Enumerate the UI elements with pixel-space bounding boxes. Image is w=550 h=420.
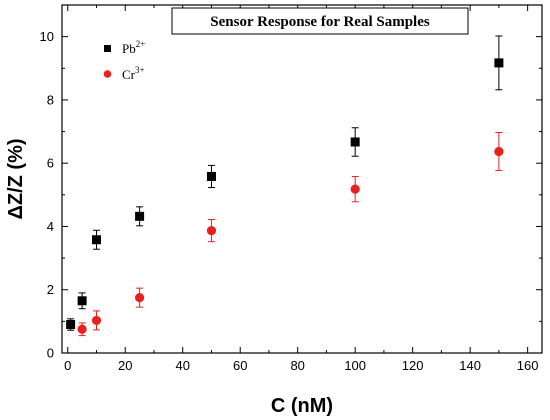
chart-title-box: Sensor Response for Real Samples	[171, 7, 469, 35]
data-point-cr	[91, 315, 102, 326]
y-tick-label: 6	[47, 156, 54, 171]
x-tick-label: 40	[175, 358, 189, 373]
y-tick-label: 4	[47, 219, 54, 234]
data-point-pb	[206, 171, 216, 181]
data-point-pb	[350, 137, 360, 147]
legend-name-cr: Cr	[122, 67, 136, 82]
legend-label-cr: Cr3+	[122, 65, 145, 82]
legend-label-pb: Pb2+	[122, 39, 145, 56]
plot-frame	[61, 4, 543, 354]
x-tick-label: 160	[517, 358, 539, 373]
x-tick-label: 140	[459, 358, 481, 373]
axis-ticks: 0 20 40 60 80 100 120 140 160 0 2 4 6 8 10	[40, 4, 542, 373]
data-point-cr	[206, 225, 217, 236]
data-point-pb	[91, 235, 101, 245]
y-tick-label: 2	[47, 282, 54, 297]
x-tick-label: 20	[118, 358, 132, 373]
x-axis-label: C (nM)	[271, 395, 333, 417]
x-tick-label: 0	[64, 358, 71, 373]
data-point-pb	[494, 58, 504, 68]
x-tick-label: 120	[402, 358, 424, 373]
data-point-pb	[135, 211, 145, 221]
legend-marker-cr	[103, 70, 112, 78]
legend-marker-pb	[104, 45, 111, 52]
data-point-cr	[350, 184, 360, 194]
data-point-cr	[77, 324, 87, 334]
legend-sup-cr: 3+	[135, 65, 145, 75]
data-point-cr	[494, 146, 504, 157]
x-tick-label: 100	[344, 358, 366, 373]
y-tick-label: 0	[47, 346, 54, 361]
chart-title: Sensor Response for Real Samples	[210, 14, 430, 30]
y-tick-label: 10	[40, 29, 54, 44]
data-markers	[66, 58, 504, 334]
legend: Pb2+ Cr3+	[103, 39, 145, 82]
legend-name-pb: Pb	[122, 41, 136, 56]
data-point-pb	[66, 320, 76, 330]
data-point-cr	[135, 293, 145, 303]
x-tick-label: 60	[233, 358, 247, 373]
y-tick-label: 8	[47, 92, 54, 107]
data-point-pb	[77, 296, 87, 306]
legend-sup-pb: 2+	[136, 39, 146, 49]
error-bars	[67, 35, 503, 337]
x-tick-label: 80	[290, 358, 304, 373]
y-axis-label: ΔZ/Z (%)	[5, 138, 27, 219]
